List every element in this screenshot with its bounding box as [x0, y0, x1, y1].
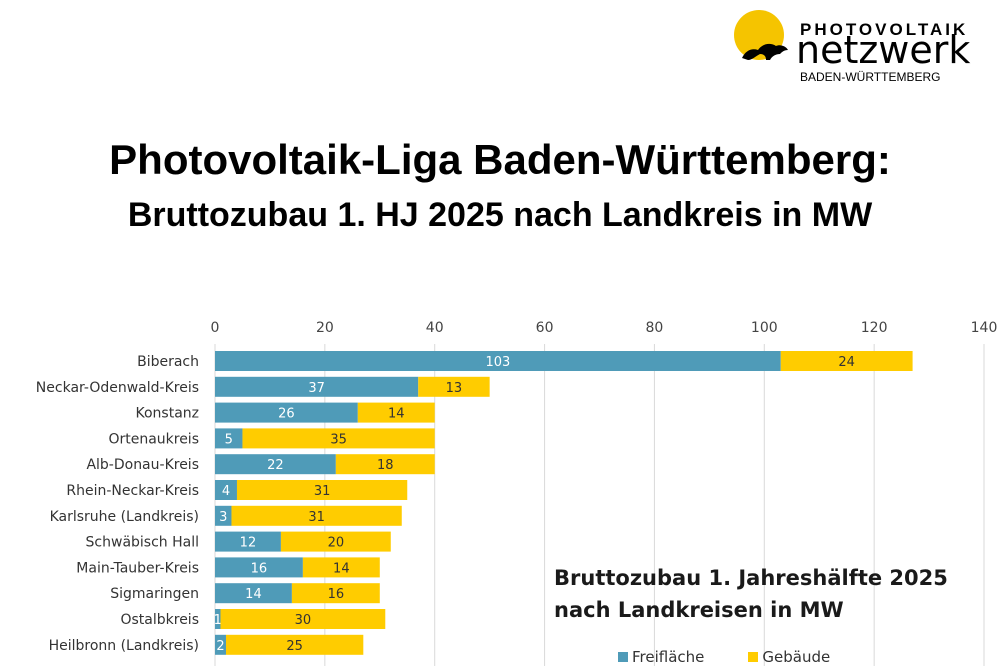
bar-freiflaeche: [215, 505, 232, 526]
bar-freiflaeche: [215, 634, 226, 655]
bar-gebaeude: [418, 376, 490, 397]
page-subtitle: Bruttozubau 1. HJ 2025 nach Landkreis in…: [127, 196, 873, 234]
logo-wordmark: netzwerk: [796, 28, 971, 72]
legend-label-gebaeude: Gebäude: [762, 648, 831, 666]
x-tick-label: 120: [861, 320, 888, 336]
category-label: Ostalbkreis: [120, 612, 199, 628]
data-label: 1: [214, 613, 222, 628]
x-tick-label: 0: [211, 320, 220, 336]
data-label: 16: [251, 561, 268, 576]
bar-gebaeude: [291, 583, 380, 604]
data-label: 3: [219, 510, 227, 525]
data-label: 16: [328, 587, 345, 602]
category-label: Biberach: [137, 354, 199, 370]
data-label: 14: [333, 561, 350, 576]
legend-item-gebaeude: Gebäude: [748, 648, 830, 666]
data-label: 5: [225, 432, 233, 447]
legend-swatch-freiflaeche: [618, 652, 628, 662]
data-label: 14: [388, 407, 405, 422]
chart-title-line2: nach Landkreisen in MW: [554, 598, 844, 622]
data-label: 14: [245, 587, 262, 602]
category-label: Alb-Donau-Kreis: [86, 457, 199, 473]
data-label: 37: [308, 381, 325, 396]
logo-title: PHOTOVOLTAIK: [800, 20, 969, 39]
chart-title-line1: Bruttozubau 1. Jahreshälfte 2025: [554, 566, 948, 590]
bar-gebaeude: [242, 428, 435, 449]
data-label: 13: [446, 381, 463, 396]
bar-freiflaeche: [215, 454, 336, 475]
category-label: Schwäbisch Hall: [86, 535, 199, 551]
bar-gebaeude: [280, 531, 391, 552]
data-label: 103: [485, 355, 510, 370]
data-label: 25: [286, 639, 303, 654]
data-label: 20: [328, 536, 345, 551]
x-tick-label: 20: [316, 320, 334, 336]
category-label: Heilbronn (Landkreis): [49, 638, 199, 654]
logo-lion-icon: [742, 43, 788, 60]
logo-region: BADEN-WÜRTTEMBERG: [800, 70, 941, 84]
legend-label-freiflaeche: Freifläche: [632, 648, 705, 666]
category-label: Neckar-Odenwald-Kreis: [36, 380, 199, 396]
chart-title: Bruttozubau 1. Jahreshälfte 2025 nach La…: [554, 562, 948, 626]
category-label: Rhein-Neckar-Kreis: [66, 483, 199, 499]
bar-freiflaeche: [215, 583, 292, 604]
x-tick-label: 60: [536, 320, 554, 336]
x-tick-label: 40: [426, 320, 444, 336]
data-label: 26: [278, 407, 295, 422]
category-label: Main-Tauber-Kreis: [76, 560, 199, 576]
data-label: 24: [838, 355, 855, 370]
x-tick-label: 100: [751, 320, 778, 336]
bar-gebaeude: [302, 557, 380, 578]
bar-gebaeude: [335, 454, 435, 475]
bar-gebaeude: [231, 505, 402, 526]
bar-freiflaeche: [215, 402, 358, 423]
bar-freiflaeche: [215, 557, 303, 578]
bar-freiflaeche: [215, 428, 243, 449]
data-label: 22: [267, 458, 284, 473]
legend-item-freiflaeche: Freifläche: [618, 648, 704, 666]
data-label: 12: [240, 536, 257, 551]
data-label: 35: [330, 432, 347, 447]
data-label: 18: [377, 458, 394, 473]
bar-freiflaeche: [215, 531, 281, 552]
chart-legend: Freifläche Gebäude: [618, 648, 830, 666]
bar-freiflaeche: [215, 351, 781, 371]
category-label: Sigmaringen: [110, 586, 199, 602]
legend-swatch-gebaeude: [748, 652, 759, 662]
data-label: 31: [308, 510, 325, 525]
data-label: 31: [314, 484, 331, 499]
bar-gebaeude: [780, 351, 913, 371]
data-label: 4: [222, 484, 230, 499]
category-label: Ortenaukreis: [108, 431, 199, 447]
logo: PHOTOVOLTAIK netzwerk BADEN-WÜRTTEMBERG: [734, 8, 994, 88]
bar-freiflaeche: [215, 376, 419, 397]
x-tick-label: 80: [646, 320, 664, 336]
x-tick-label: 140: [971, 320, 998, 336]
bar-gebaeude: [236, 480, 408, 500]
bar-gebaeude: [225, 634, 364, 655]
category-label: Karlsruhe (Landkreis): [50, 509, 199, 525]
bar-freiflaeche: [215, 609, 221, 629]
bar-freiflaeche: [215, 480, 237, 500]
data-label: 30: [295, 613, 312, 628]
bar-gebaeude: [357, 402, 435, 423]
data-label: 2: [216, 639, 224, 654]
bar-gebaeude: [220, 609, 386, 629]
category-label: Konstanz: [135, 406, 199, 422]
page-title: Photovoltaik-Liga Baden-Württemberg:: [109, 136, 891, 183]
